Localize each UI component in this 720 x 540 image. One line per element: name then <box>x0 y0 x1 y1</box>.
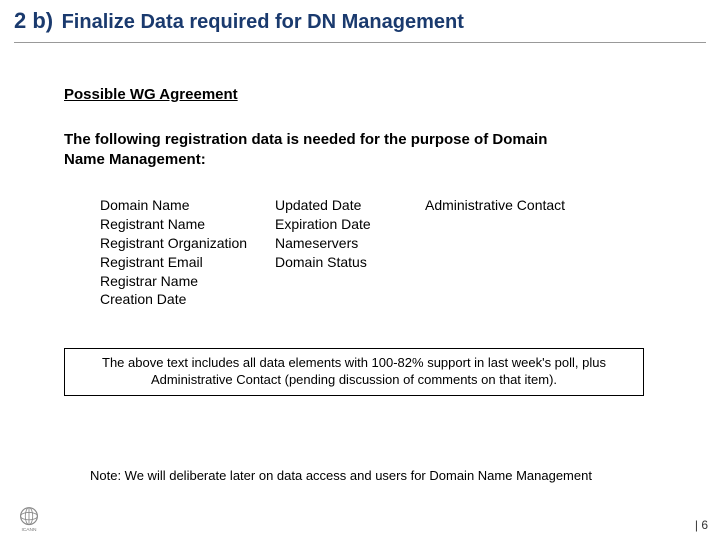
list-item: Nameservers <box>275 234 425 253</box>
list-item: Expiration Date <box>275 215 425 234</box>
column-3: Administrative Contact <box>425 196 635 309</box>
intro-text: The following registration data is neede… <box>64 130 584 169</box>
heading-number: 2 b) <box>14 8 53 34</box>
note-box: The above text includes all data element… <box>64 348 644 396</box>
subheading: Possible WG Agreement <box>64 86 238 103</box>
icann-logo-icon: ICANN <box>10 504 48 532</box>
list-item: Registrar Name <box>100 272 275 291</box>
column-1: Domain Name Registrant Name Registrant O… <box>100 196 275 309</box>
heading-title: Finalize Data required for DN Management <box>62 11 464 34</box>
list-item: Registrant Email <box>100 253 275 272</box>
data-columns: Domain Name Registrant Name Registrant O… <box>100 196 635 309</box>
list-item: Domain Status <box>275 253 425 272</box>
list-item: Creation Date <box>100 290 275 309</box>
page-number: | 6 <box>695 518 708 532</box>
list-item: Registrant Organization <box>100 234 275 253</box>
list-item: Updated Date <box>275 196 425 215</box>
column-2: Updated Date Expiration Date Nameservers… <box>275 196 425 309</box>
slide: 2 b) Finalize Data required for DN Manag… <box>0 0 720 540</box>
list-item: Administrative Contact <box>425 196 635 215</box>
svg-text:ICANN: ICANN <box>21 527 37 532</box>
footnote: Note: We will deliberate later on data a… <box>90 468 670 483</box>
heading: 2 b) Finalize Data required for DN Manag… <box>14 8 706 43</box>
list-item: Registrant Name <box>100 215 275 234</box>
list-item: Domain Name <box>100 196 275 215</box>
